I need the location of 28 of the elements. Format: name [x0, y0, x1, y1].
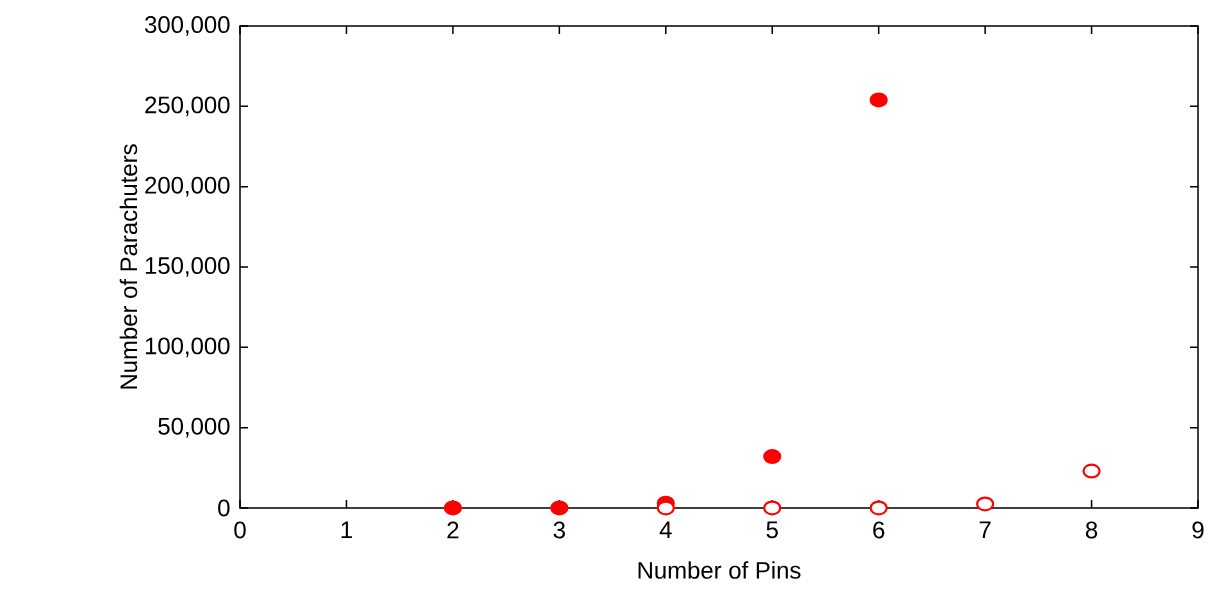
point	[443, 500, 462, 516]
point	[656, 500, 675, 516]
x-tick-label: 9	[1192, 521, 1204, 539]
x-tick-label: 8	[1085, 521, 1098, 539]
point	[763, 449, 782, 465]
x-tick-label: 6	[873, 521, 885, 539]
point	[550, 500, 569, 516]
y-tick-label: 0	[218, 499, 230, 517]
point	[869, 92, 888, 108]
y-tick-label: 250,000	[145, 96, 230, 117]
x-tick-label: 5	[766, 521, 778, 539]
y-tick-label: 100,000	[145, 337, 230, 358]
point	[1082, 463, 1101, 479]
y-tick-label: 200,000	[145, 176, 230, 197]
y-tick-label: 150,000	[145, 257, 230, 277]
x-tick-label: 7	[979, 521, 991, 538]
point	[869, 500, 888, 516]
x-tick-label: 4	[659, 521, 672, 538]
point	[763, 500, 782, 516]
y-tick-label: 300,000	[144, 16, 230, 36]
x-axis-title: Number of Pins	[638, 561, 801, 579]
x-tick-label: 1	[341, 521, 352, 538]
x-tick-label: 0	[234, 521, 246, 539]
point	[976, 496, 995, 512]
y-axis-title: Number of Parachuters	[119, 144, 138, 389]
x-tick-label: 2	[447, 521, 459, 539]
x-tick-label: 3	[553, 521, 565, 539]
y-tick-label: 50,000	[158, 417, 230, 438]
